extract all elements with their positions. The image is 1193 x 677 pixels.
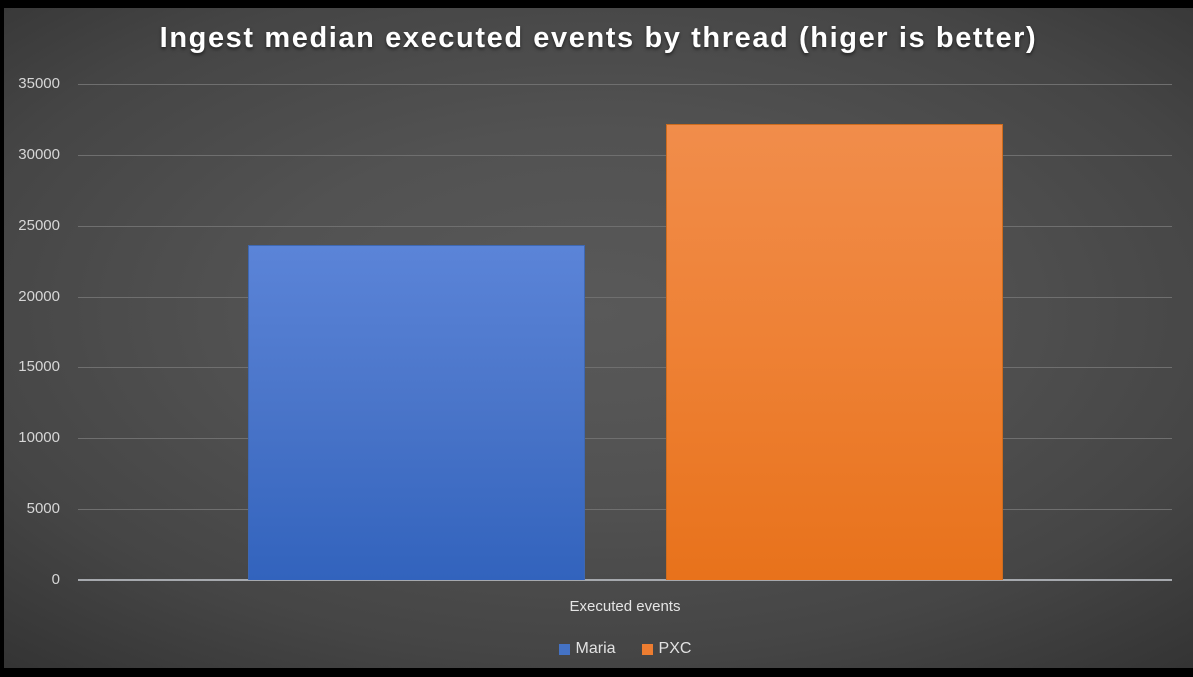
y-tick-label-20000: 20000	[18, 287, 60, 305]
gridline-10000	[78, 438, 1172, 440]
gridline-30000	[78, 154, 1172, 156]
y-tick-label-25000: 25000	[18, 216, 60, 234]
y-tick-label-30000: 30000	[18, 145, 60, 163]
gridline-15000	[78, 367, 1172, 369]
legend: Maria PXC	[78, 640, 1172, 658]
gridline-25000	[78, 225, 1172, 227]
legend-swatch-maria	[558, 643, 570, 655]
legend-swatch-pxc	[641, 643, 653, 655]
bar-pxc	[666, 124, 1003, 580]
y-tick-label-35000: 35000	[18, 75, 60, 92]
x-axis-line	[78, 579, 1172, 581]
legend-label-maria: Maria	[575, 640, 616, 657]
y-tick-label-10000: 10000	[18, 429, 60, 447]
gridline-20000	[78, 296, 1172, 298]
plot-area	[78, 84, 1172, 581]
y-tick-label-5000: 5000	[26, 500, 60, 518]
legend-item-pxc: PXC	[641, 640, 692, 658]
chart-title: Ingest median executed events by thread …	[159, 22, 1038, 54]
gridline-35000	[78, 84, 1172, 85]
y-tick-label-15000: 15000	[18, 358, 60, 376]
legend-label-pxc: PXC	[658, 640, 692, 657]
gridline-5000	[78, 509, 1172, 511]
legend-item-maria: Maria	[558, 640, 616, 658]
bar-maria	[248, 245, 585, 580]
y-tick-label-0: 0	[51, 571, 60, 588]
slide-background: Ingest median executed events by thread …	[4, 8, 1193, 668]
x-axis-label: Executed events	[569, 598, 681, 615]
